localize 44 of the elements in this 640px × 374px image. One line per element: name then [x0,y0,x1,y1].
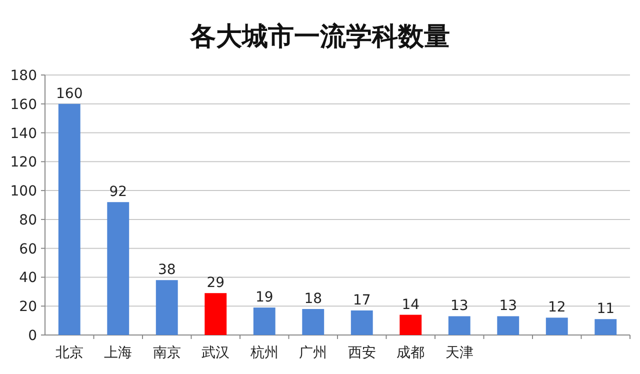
y-tick-label: 140 [10,126,37,142]
y-tick-label: 100 [10,184,37,200]
data-label: 17 [352,292,371,308]
bar [253,308,276,335]
data-label: 160 [56,86,83,102]
y-tick-label: 160 [10,96,37,113]
data-label: 12 [548,300,566,316]
data-label: 13 [450,298,468,314]
chart-title: 各大城市一流学科数量 [189,22,450,52]
data-label: 38 [158,262,176,278]
bar [400,314,422,335]
data-label: 11 [596,301,615,318]
x-tick-label: 武汉 [202,345,230,361]
y-tick-label: 20 [19,299,37,316]
y-tick-label: 120 [10,154,37,171]
x-tick-label: 广州 [299,345,328,361]
x-tick-label: 西安 [348,345,376,361]
y-tick-label: 60 [19,241,37,258]
x-tick-label: 北京 [55,345,84,361]
bar [497,316,520,335]
data-label: 18 [304,291,322,307]
bar [594,319,617,335]
y-tick-label: 0 [28,328,37,344]
x-tick-label: 成都 [396,345,425,361]
y-tick-label: 40 [19,270,37,286]
x-tick-label: 天津 [445,345,474,361]
data-label: 19 [255,290,274,306]
bar [302,309,324,335]
bar [204,293,227,335]
bar [58,104,80,335]
x-tick-label: 上海 [104,345,132,361]
x-tick-label: 南京 [152,345,181,361]
data-label: 92 [109,184,128,200]
bar [546,318,568,335]
bar [448,316,470,335]
bar [156,280,178,335]
data-label: 13 [499,298,518,314]
y-tick-label: 180 [10,68,37,84]
bar [107,202,130,335]
x-tick-label: 杭州 [249,345,278,361]
data-label: 29 [206,275,225,292]
data-label: 14 [402,296,420,313]
bar [350,310,373,335]
y-tick-label: 80 [19,212,37,228]
